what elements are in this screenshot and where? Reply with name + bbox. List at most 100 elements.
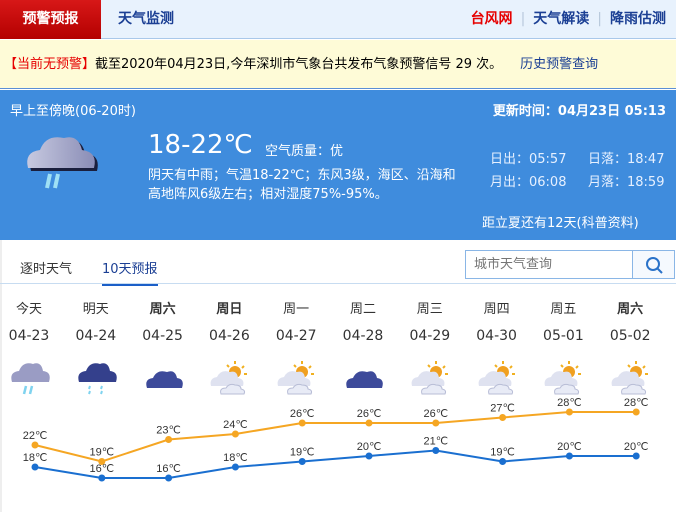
- current-weather-panel: 早上至傍晚(06-20时) 更新时间：04月23日 05:13 18-22℃ 空…: [0, 90, 676, 240]
- search-button[interactable]: [632, 251, 674, 278]
- weekday: 今天: [15, 302, 42, 317]
- weekday: 明天: [82, 302, 109, 317]
- forecast-day: 周五 05-01: [530, 298, 596, 398]
- tab-hourly[interactable]: 逐时天气: [20, 262, 73, 277]
- forecast-day: 周三 04-29: [397, 298, 463, 398]
- high-temp-point: [565, 408, 573, 416]
- weekday: 周六: [149, 302, 176, 317]
- high-temp-point: [499, 414, 507, 421]
- high-temp-point: [165, 436, 173, 443]
- high-temp-point: [98, 458, 106, 465]
- tab-weather-monitor[interactable]: 天气监测: [118, 11, 174, 27]
- low-temp-point: [298, 458, 306, 465]
- weekday: 周一: [283, 302, 310, 317]
- top-nav: 预警预报 天气监测 台风网 | 天气解读 | 降雨估测: [0, 0, 676, 39]
- high-temp-point: [365, 419, 373, 427]
- low-temp-label: 18℃: [23, 452, 48, 464]
- overcast-icon: [145, 371, 183, 388]
- moonset: 月落：18:59: [588, 175, 665, 190]
- high-temp-label: 26℃: [357, 408, 382, 420]
- high-temp-label: 28℃: [624, 397, 649, 409]
- weekday: 周日: [216, 302, 243, 317]
- low-temp-label: 20℃: [357, 441, 382, 453]
- alert-status: 【当前无预警】: [4, 57, 96, 72]
- partly-cloudy-icon: [411, 361, 448, 395]
- date: 04-24: [75, 328, 117, 344]
- low-temp-point: [98, 474, 106, 482]
- forecast-day: 周一 04-27: [263, 298, 329, 398]
- low-temp-point: [365, 452, 373, 460]
- date: 04-29: [409, 328, 451, 344]
- high-temp-label: 28℃: [557, 397, 582, 409]
- rain-icon: [11, 363, 50, 395]
- partly-cloudy-icon: [210, 361, 248, 395]
- moonrise: 月出：06:08: [490, 175, 567, 190]
- weekday: 周六: [617, 302, 644, 317]
- forecast-day: 周日 04-26: [196, 298, 262, 398]
- date: 04-30: [476, 328, 517, 344]
- high-temp-point: [231, 430, 239, 438]
- weekday: 周二: [349, 302, 376, 317]
- low-temp-label: 21℃: [424, 436, 449, 448]
- low-temp-label: 19℃: [490, 447, 515, 459]
- date: 04-23: [8, 328, 50, 344]
- high-temp-label: 24℃: [223, 419, 248, 431]
- high-temp-label: 27℃: [490, 403, 515, 415]
- partly-cloudy-icon: [277, 361, 315, 395]
- partly-cloudy-icon: [478, 361, 515, 395]
- low-temp-label: 20℃: [557, 441, 582, 453]
- alert-text: 截至2020年04月23日,今年深圳市气象台共发布气象预警信号 29 次。: [95, 57, 503, 72]
- shower-icon: [78, 363, 117, 395]
- tab-warning-forecast[interactable]: 预警预报: [0, 0, 101, 39]
- forecast-day: 今天 04-23: [0, 298, 62, 398]
- temperature: 18-22℃: [148, 130, 253, 160]
- city-search: [465, 250, 675, 279]
- history-alert-link[interactable]: 历史预警查询: [520, 57, 599, 72]
- high-temp-point: [31, 441, 39, 449]
- weekday: 周五: [550, 302, 577, 317]
- sunset: 日落：18:47: [588, 152, 665, 167]
- low-temp-point: [231, 463, 239, 471]
- divider: |: [597, 11, 602, 27]
- date: 04-28: [342, 328, 384, 344]
- low-temp-label: 16℃: [156, 463, 181, 475]
- overcast-icon: [346, 371, 383, 388]
- period: 早上至傍晚(06-20时): [10, 104, 136, 119]
- high-temp-label: 23℃: [156, 425, 181, 437]
- weather-interpret-link[interactable]: 天气解读: [533, 11, 590, 27]
- rain-estimate-link[interactable]: 降雨估测: [610, 11, 666, 27]
- high-temp-label: 22℃: [23, 430, 48, 442]
- high-temp-label: 26℃: [424, 408, 449, 420]
- forecast-day: 周六 05-02: [597, 298, 663, 398]
- low-temp-label: 20℃: [624, 441, 649, 453]
- high-temp-label: 19℃: [90, 447, 115, 459]
- city-search-input[interactable]: [466, 251, 633, 278]
- date: 05-02: [609, 328, 651, 344]
- left-border: [0, 240, 2, 512]
- description-line1: 阴天有中雨；气温18-22℃；东风3级，海区、沿海和: [148, 168, 456, 183]
- forecast-day: 周二 04-28: [330, 298, 396, 398]
- high-temp-point: [632, 408, 640, 416]
- high-temp-label: 26℃: [290, 408, 315, 420]
- rain-cloud-icon: [27, 137, 98, 189]
- air-quality: 空气质量：优: [265, 144, 344, 159]
- low-temp-point: [432, 447, 440, 454]
- low-temp-label: 18℃: [223, 452, 248, 464]
- tab-10day[interactable]: 10天预报: [102, 258, 158, 286]
- description-line2: 高地阵风6级左右；相对湿度75%-95%。: [148, 187, 388, 202]
- forecast-day: 周四 04-30: [464, 298, 530, 398]
- low-temp-point: [31, 463, 39, 471]
- typhoon-link[interactable]: 台风网: [470, 11, 513, 27]
- low-temp-line: [34, 449, 637, 479]
- date: 05-01: [543, 328, 584, 344]
- partly-cloudy-icon: [611, 361, 649, 395]
- low-temp-point: [632, 452, 640, 460]
- date: 04-26: [209, 328, 250, 344]
- date: 04-25: [142, 328, 183, 344]
- weekday: 周三: [416, 302, 443, 317]
- forecast-day: 明天 04-24: [63, 298, 129, 398]
- solar-term-link[interactable]: 距立夏还有12天(科普资料): [482, 216, 639, 231]
- search-icon: [645, 256, 663, 274]
- high-temp-line: [34, 411, 637, 463]
- low-temp-point: [499, 458, 507, 465]
